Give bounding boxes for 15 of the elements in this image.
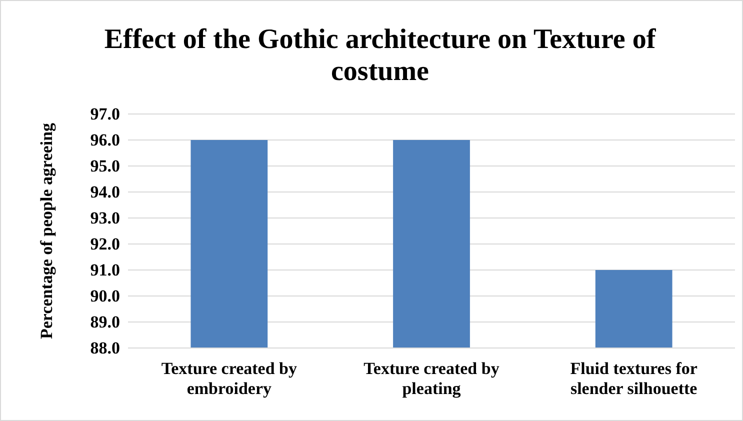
y-tick-label: 97.0 [90,104,120,124]
y-axis-title: Percentage of people agreeing [37,122,56,340]
y-tick-label: 89.0 [90,312,120,332]
y-tick-label: 94.0 [90,182,120,202]
y-tick-label: 91.0 [90,260,120,280]
y-tick-label: 88.0 [90,338,120,358]
chart-title: Effect of the Gothic architecture on Texture of costume [104,24,656,87]
y-tick-label: 92.0 [90,234,120,254]
y-tick-label: 90.0 [90,286,120,306]
x-tick-label: Texture created by pleating [364,359,500,398]
y-tick-label: 93.0 [90,208,120,228]
x-tick-label: Texture created by embroidery [161,359,298,398]
x-tick-label: Fluid textures for slender silhouette [570,359,698,398]
y-tick-label: 95.0 [90,156,120,176]
y-tick-label: 96.0 [90,130,120,150]
